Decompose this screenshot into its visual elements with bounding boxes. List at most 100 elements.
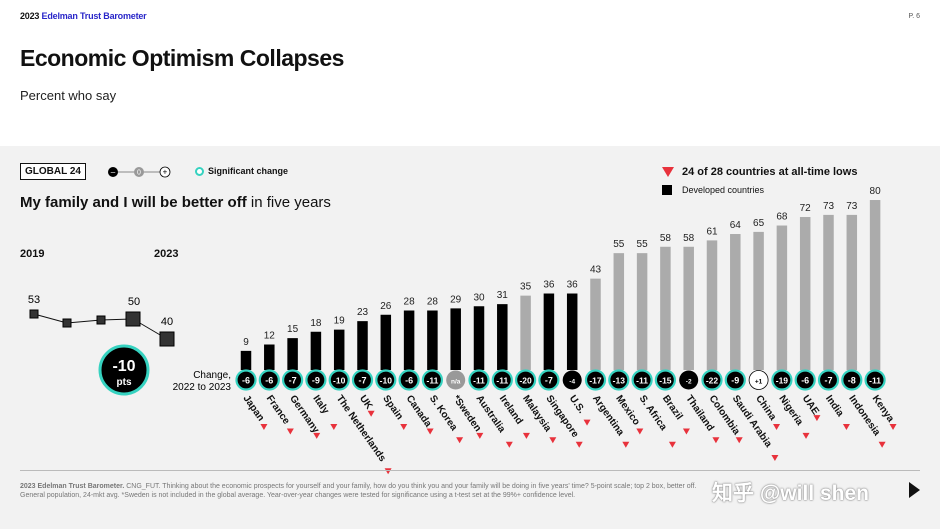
change-badge-23: [771, 369, 793, 391]
trend-marker-2021: [96, 315, 106, 325]
country-label-0: Japan: [241, 393, 267, 423]
brand-name: Edelman Trust Barometer: [41, 11, 147, 21]
bar-1: [264, 344, 275, 370]
change-badge-9: [446, 370, 466, 390]
bar-16: [613, 253, 625, 370]
alltime-low-marker-15: [622, 441, 630, 448]
change-scale-legend: – 0 +: [108, 166, 171, 178]
bar-value-20: 61: [706, 226, 718, 237]
bar-value-6: 26: [380, 301, 392, 312]
change-badge-12: [514, 369, 537, 391]
country-label-5: UK: [357, 393, 375, 412]
watermark: 知乎 @will shen: [712, 482, 869, 505]
alltime-low-marker-10: [505, 441, 513, 448]
alltime-low-marker-5: [367, 410, 375, 417]
bar-value-15: 43: [590, 265, 602, 276]
significant-ring-icon: [195, 166, 204, 176]
trend-2023-value: 40: [161, 316, 173, 328]
bar-value-12: 35: [520, 282, 532, 293]
change-badge-16: [608, 369, 630, 391]
bar-20: [706, 240, 718, 370]
alltime-low-marker-3: [330, 424, 338, 431]
footnote: 2023 Edelman Trust Barometer. CNG_FUT. T…: [20, 482, 720, 500]
change-value-15: -17: [589, 376, 602, 386]
alltime-low-marker-7: [426, 428, 434, 435]
change-badge-18: [654, 369, 677, 391]
change-value-27: -11: [869, 376, 881, 386]
next-slide-arrow-icon[interactable]: [909, 482, 920, 498]
change-badge-11: [491, 369, 513, 391]
change-value-11: -11: [496, 376, 508, 386]
trend-marker-2020: [62, 318, 72, 328]
change-value-23: -19: [776, 376, 789, 386]
bar-value-9: 29: [450, 294, 462, 305]
change-value-24: -6: [801, 376, 809, 386]
change-label-line2: 2022 to 2023: [173, 382, 232, 393]
significant-label: Significant change: [208, 166, 289, 176]
global-change-unit: pts: [117, 377, 132, 388]
bar-value-21: 64: [730, 220, 742, 231]
positive-change-icon: [159, 166, 171, 178]
bar-value-17: 55: [637, 239, 649, 250]
bar-value-10: 30: [473, 292, 485, 303]
negative-change-icon: [108, 167, 118, 177]
trend-marker-2019: [29, 309, 39, 319]
alltime-low-marker-17: [668, 441, 676, 448]
global-change-badge: [98, 344, 150, 396]
bar-value-0: 9: [243, 337, 249, 348]
global-change-value: -10: [112, 358, 135, 375]
change-value-26: -8: [848, 376, 856, 386]
question-rest: in five years: [246, 194, 331, 211]
bar-value-5: 23: [357, 307, 369, 318]
change-value-4: -10: [333, 376, 346, 386]
alltime-low-marker-16: [636, 428, 644, 435]
bar-26: [846, 214, 858, 370]
header-area: [0, 0, 940, 146]
bar-15: [590, 278, 601, 370]
no-change-icon: [134, 167, 144, 177]
change-badge-26: [841, 369, 863, 391]
bar-27: [869, 200, 881, 370]
change-badge-14: [562, 370, 582, 390]
alltime-low-marker-24: [813, 415, 821, 422]
change-badge-1: [258, 369, 280, 391]
alltime-low-marker-18: [682, 428, 690, 435]
change-badge-3: [305, 369, 327, 391]
change-value-2: -7: [289, 376, 297, 386]
alltime-low-marker-11: [522, 432, 530, 439]
bar-25: [823, 214, 834, 370]
country-label-14: U.S.: [567, 393, 587, 415]
alltime-low-marker-23: [802, 432, 810, 439]
alltime-low-marker-2: [313, 432, 321, 439]
bar-17: [636, 253, 648, 370]
country-label-6: Spain: [380, 393, 405, 422]
bar-value-11: 31: [497, 290, 509, 301]
page-title: Economic Optimism Collapses: [20, 45, 344, 71]
bar-7: [403, 310, 415, 370]
change-value-17: -11: [636, 376, 648, 386]
alltime-low-marker-21: [771, 454, 779, 461]
change-badge-20: [701, 369, 723, 391]
change-badge-6: [375, 369, 397, 391]
change-badge-19: [679, 370, 699, 390]
footnote-source: 2023 Edelman Trust Barometer.: [20, 483, 125, 490]
alltime-low-marker-27: [889, 424, 897, 431]
bar-value-8: 28: [427, 297, 439, 308]
change-badge-21: [724, 369, 746, 391]
year-end-label: 2023: [154, 248, 179, 260]
change-value-7: -6: [405, 376, 413, 386]
bar-14: [566, 293, 578, 370]
alltime-low-marker-4: [384, 468, 392, 475]
bar-value-22: 65: [753, 218, 765, 229]
bar-22: [753, 231, 764, 370]
change-badge-8: [421, 369, 443, 391]
alltime-low-marker-6: [400, 424, 408, 431]
alltime-low-triangle-icon: [662, 167, 674, 177]
change-badge-5: [351, 369, 374, 391]
alltime-low-legend: 24 of 28 countries at all-time lows: [662, 166, 857, 178]
change-badge-13: [538, 369, 560, 391]
bar-value-3: 18: [310, 318, 322, 329]
alltime-low-marker-1: [286, 428, 294, 435]
change-label-line1: Change,: [193, 370, 231, 381]
